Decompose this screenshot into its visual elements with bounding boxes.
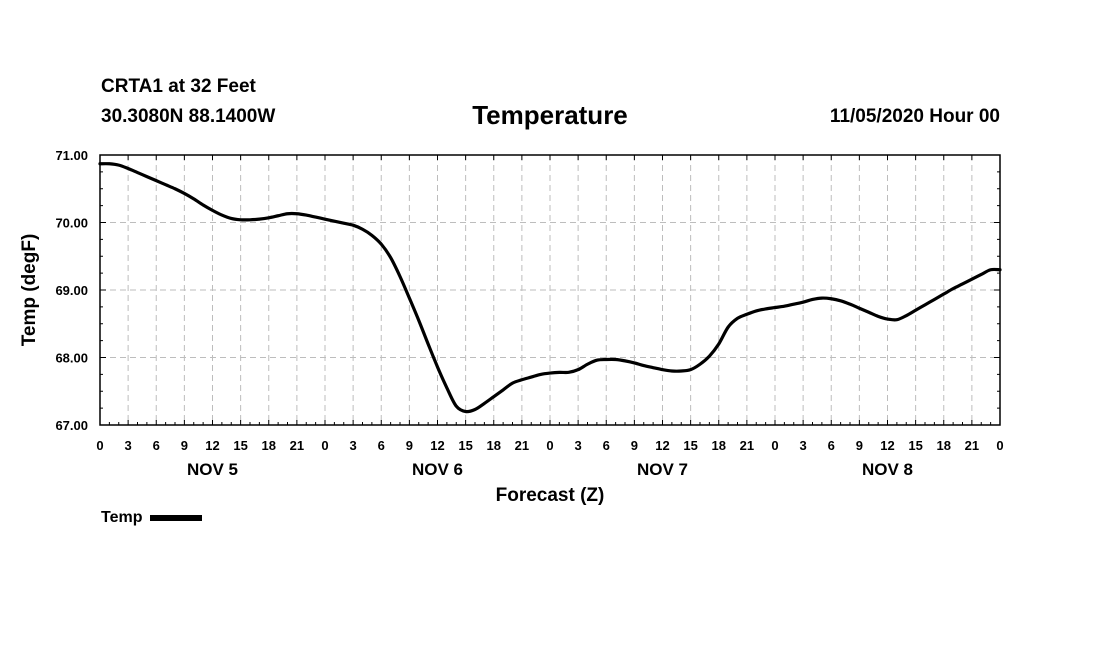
x-tick-label: 9 bbox=[406, 438, 413, 453]
x-tick-label: 21 bbox=[965, 438, 979, 453]
forecast-run-time: 11/05/2020 Hour 00 bbox=[829, 106, 1000, 127]
y-tick-label: 69.00 bbox=[55, 283, 88, 298]
x-tick-label: 15 bbox=[458, 438, 472, 453]
legend-label: Temp bbox=[101, 509, 143, 526]
x-tick-label: 15 bbox=[233, 438, 247, 453]
x-tick-label: 18 bbox=[712, 438, 726, 453]
x-tick-label: 9 bbox=[181, 438, 188, 453]
y-tick-label: 70.00 bbox=[55, 216, 88, 231]
day-label: NOV 7 bbox=[637, 460, 688, 479]
x-tick-label: 0 bbox=[321, 438, 328, 453]
x-tick-label: 12 bbox=[880, 438, 894, 453]
x-tick-label: 21 bbox=[290, 438, 304, 453]
x-tick-label: 0 bbox=[546, 438, 553, 453]
x-tick-label: 15 bbox=[683, 438, 697, 453]
x-tick-label: 12 bbox=[655, 438, 669, 453]
day-label: NOV 5 bbox=[187, 460, 238, 479]
legend: Temp bbox=[101, 509, 203, 527]
x-tick-label: 18 bbox=[937, 438, 951, 453]
x-tick-label: 21 bbox=[515, 438, 529, 453]
legend-line-swatch bbox=[150, 515, 203, 521]
station-label: CRTA1 at 32 Feet bbox=[101, 76, 256, 97]
x-tick-label: 15 bbox=[908, 438, 922, 453]
y-tick-label: 71.00 bbox=[55, 148, 88, 163]
x-tick-label: 3 bbox=[125, 438, 132, 453]
axis-ticks bbox=[99, 154, 1001, 426]
x-tick-label: 6 bbox=[153, 438, 160, 453]
y-tick-label: 67.00 bbox=[55, 418, 88, 433]
chart-title: Temperature bbox=[472, 100, 628, 130]
x-tick-label: 0 bbox=[771, 438, 778, 453]
x-tick-label: 0 bbox=[96, 438, 103, 453]
x-tick-label: 6 bbox=[603, 438, 610, 453]
series-line-temp bbox=[98, 162, 1002, 414]
series-layer bbox=[98, 162, 1002, 414]
x-tick-label: 6 bbox=[378, 438, 385, 453]
x-tick-label: 9 bbox=[631, 438, 638, 453]
y-tick-label: 68.00 bbox=[55, 351, 88, 366]
x-tick-label: 18 bbox=[487, 438, 501, 453]
y-axis-label: Temp (degF) bbox=[19, 234, 40, 347]
station-coordinates: 30.3080N 88.1400W bbox=[101, 106, 276, 127]
day-label: NOV 8 bbox=[862, 460, 913, 479]
x-tick-label: 3 bbox=[575, 438, 582, 453]
x-tick-label: 12 bbox=[430, 438, 444, 453]
x-tick-label: 6 bbox=[828, 438, 835, 453]
day-label: NOV 6 bbox=[412, 460, 463, 479]
x-axis-label: Forecast (Z) bbox=[496, 485, 605, 506]
grid bbox=[100, 155, 1000, 425]
x-tick-label: 12 bbox=[205, 438, 219, 453]
x-tick-label: 9 bbox=[856, 438, 863, 453]
x-tick-label: 0 bbox=[996, 438, 1003, 453]
x-tick-label: 3 bbox=[350, 438, 357, 453]
x-tick-label: 3 bbox=[800, 438, 807, 453]
x-tick-label: 21 bbox=[740, 438, 754, 453]
x-tick-label: 18 bbox=[262, 438, 276, 453]
axis-tick-labels: 0 3 6 9 12 15 18 21 0 3 6 9 12 15 18 21 0 3 6 9 12 15 18 21 0 3 6 9… bbox=[55, 148, 1003, 479]
